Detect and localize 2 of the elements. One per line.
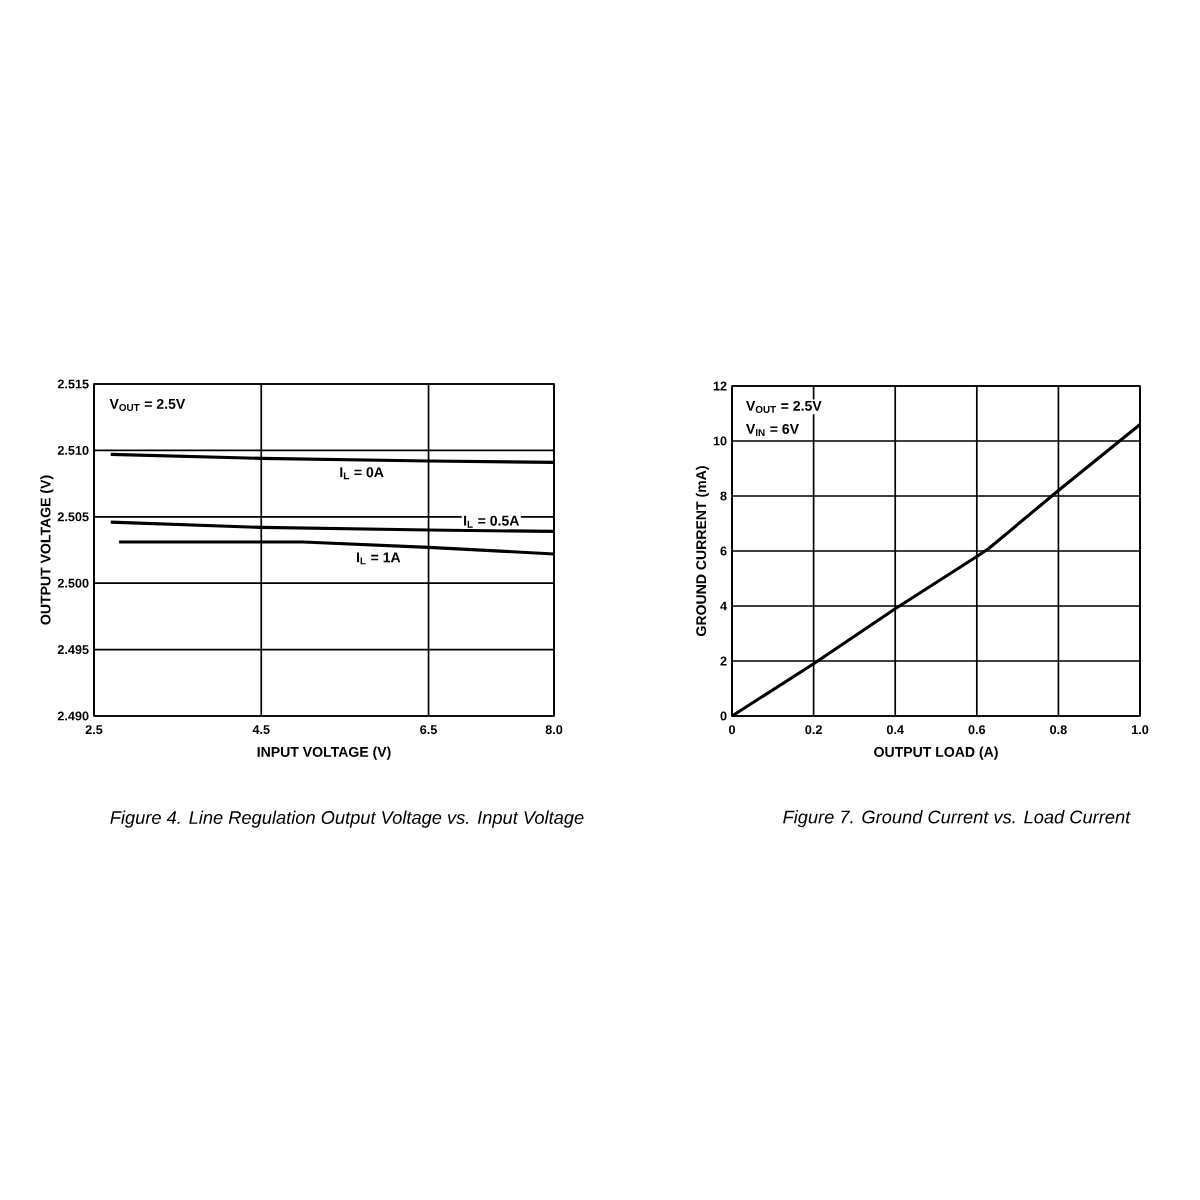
text: Figure 4. Line Regulation Output Voltage vs. Input Voltage bbox=[110, 810, 584, 828]
text: Figure 7. Ground Current vs. Load Current bbox=[783, 810, 1131, 828]
